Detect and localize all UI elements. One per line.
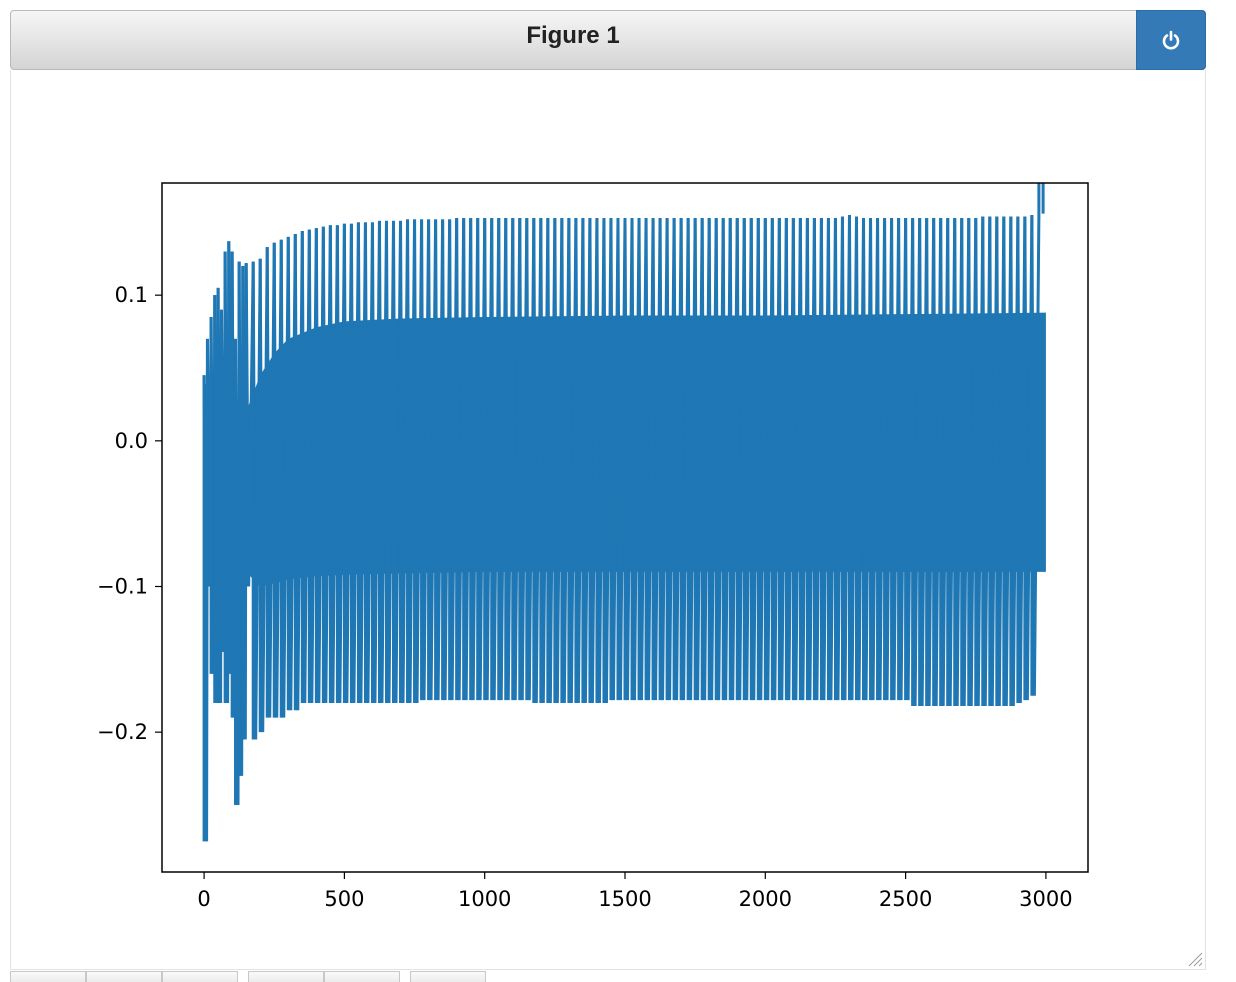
close-figure-button[interactable] (1136, 10, 1206, 70)
figure-title: Figure 1 (526, 22, 620, 49)
y-tick-label: −0.2 (97, 720, 148, 744)
x-tick-label: 1000 (458, 887, 511, 911)
figure-toolbar (10, 971, 496, 982)
y-tick-label: 0.1 (115, 283, 148, 307)
toolbar-button[interactable] (162, 971, 238, 982)
toolbar-group (10, 971, 238, 982)
x-tick-label: 2000 (739, 887, 792, 911)
power-icon (1162, 30, 1180, 50)
x-tick-label: 3000 (1019, 887, 1072, 911)
figure-canvas[interactable]: 0 500 1000 1500 2000 2500 3000 −0.2 −0.1 0.0 0.1 (10, 70, 1206, 970)
x-tick-label: 2500 (879, 887, 932, 911)
toolbar-button[interactable] (410, 971, 486, 982)
x-tick-label: 500 (324, 887, 364, 911)
x-tick-label: 0 (197, 887, 210, 911)
figure-window: Figure 1 0 500 1000 1500 2000 2500 3000 −0.2 −0.… (10, 10, 1207, 972)
figure-titlebar: Figure 1 (10, 10, 1206, 70)
line-chart: 0 500 1000 1500 2000 2500 3000 −0.2 −0.1 0.0 0.1 (97, 182, 1089, 911)
toolbar-group (248, 971, 400, 982)
toolbar-button[interactable] (86, 971, 162, 982)
resize-grip-icon[interactable] (1185, 949, 1203, 967)
toolbar-button[interactable] (248, 971, 324, 982)
toolbar-button[interactable] (10, 971, 86, 982)
x-tick-label: 1500 (598, 887, 651, 911)
y-tick-label: 0.0 (115, 429, 148, 453)
toolbar-group (410, 971, 486, 982)
toolbar-button[interactable] (324, 971, 400, 982)
y-tick-label: −0.1 (97, 574, 148, 598)
